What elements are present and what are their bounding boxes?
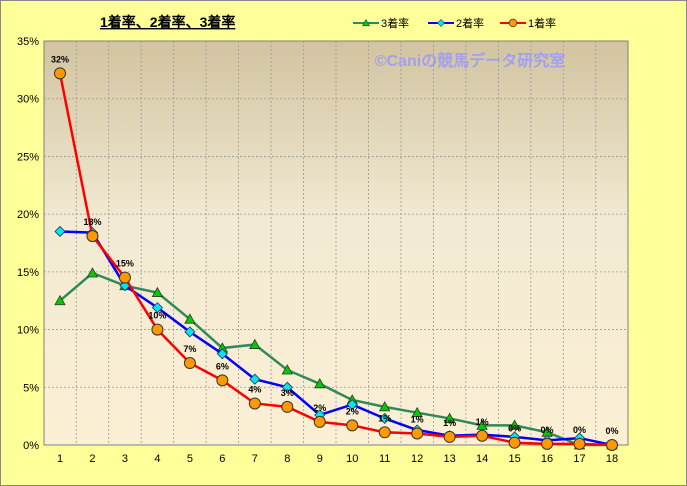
marker-circle: [508, 436, 521, 449]
x-tick-label: 1: [57, 453, 63, 465]
marker-diamond: [54, 225, 66, 238]
y-tick-label: 30%: [17, 94, 39, 106]
marker-triangle: [281, 364, 293, 375]
data-label: 0%: [573, 425, 586, 435]
data-label: 15%: [116, 259, 134, 269]
data-label: 1%: [443, 418, 456, 428]
data-label: 1%: [411, 414, 424, 424]
data-label: 3%: [281, 388, 294, 398]
marker-diamond: [281, 381, 293, 393]
y-tick-label: 10%: [17, 325, 39, 337]
x-tick-label: 14: [476, 453, 488, 465]
marker-circle: [541, 437, 554, 450]
marker-diamond: [216, 348, 228, 360]
data-label: 1%: [476, 417, 489, 427]
legend-item: 2着率: [428, 16, 484, 30]
x-tick-label: 10: [346, 453, 358, 465]
marker-triangle: [443, 412, 456, 423]
marker-triangle: [86, 267, 99, 278]
marker-circle: [248, 397, 261, 410]
marker-circle: [508, 18, 518, 28]
data-label: 0%: [605, 426, 618, 436]
x-tick-label: 15: [508, 453, 520, 465]
data-label: 6%: [216, 361, 229, 371]
marker-triangle: [379, 401, 391, 412]
marker-triangle: [411, 406, 423, 418]
marker-circle: [378, 426, 391, 439]
data-label: 18%: [83, 217, 101, 227]
marker-circle: [476, 429, 489, 442]
marker-circle: [151, 323, 164, 336]
data-label: 7%: [183, 344, 196, 354]
x-tick-label: 18: [606, 453, 618, 465]
data-label: 10%: [148, 311, 166, 321]
x-tick-label: 3: [122, 453, 128, 465]
y-tick-label: 25%: [17, 151, 39, 163]
x-tick-label: 16: [541, 453, 553, 465]
x-tick-label: 5: [187, 453, 193, 465]
x-tick-label: 6: [219, 453, 225, 465]
marker-diamond: [151, 302, 163, 314]
marker-circle: [313, 415, 326, 428]
data-label: 2%: [346, 406, 359, 416]
y-tick-label: 35%: [17, 36, 39, 48]
marker-triangle: [184, 313, 196, 324]
marker-circle: [443, 430, 456, 443]
marker-circle: [86, 230, 99, 243]
legend-label: 3着率: [381, 16, 409, 30]
marker-circle: [573, 437, 586, 450]
series-line: [59, 230, 613, 447]
x-tick-label: 13: [444, 453, 456, 465]
y-tick-label: 15%: [17, 267, 39, 279]
x-tick-label: 11: [379, 453, 390, 465]
marker-triangle: [314, 377, 326, 389]
marker-circle: [411, 427, 424, 440]
marker-diamond: [249, 373, 261, 385]
marker-circle: [183, 357, 196, 370]
legend-item: 1着率: [500, 16, 556, 30]
data-label: 32%: [51, 54, 69, 64]
marker-circle: [606, 439, 618, 451]
chart-title: 1着率、2着率、3着率: [100, 14, 235, 30]
marker-triangle: [54, 294, 66, 306]
data-label: 0%: [541, 425, 554, 435]
data-label: 2%: [313, 403, 326, 413]
series-line: [59, 271, 612, 447]
data-label: 0%: [508, 424, 521, 434]
marker-triangle: [151, 286, 164, 298]
x-tick-label: 4: [154, 453, 160, 465]
data-label: 1%: [378, 413, 391, 423]
series-circle: [54, 67, 618, 451]
watermark: ©Caniの競馬データ研究室: [375, 51, 565, 70]
marker-diamond: [346, 399, 358, 411]
marker-triangle: [508, 419, 521, 430]
x-tick-label: 7: [252, 453, 258, 465]
data-label: 4%: [248, 384, 261, 394]
marker-diamond: [184, 326, 196, 338]
marker-diamond: [437, 19, 445, 27]
marker-triangle: [249, 338, 261, 349]
marker-circle: [216, 374, 229, 387]
x-tick-label: 9: [317, 453, 323, 465]
marker-circle: [118, 271, 131, 284]
marker-circle: [54, 67, 66, 80]
x-tick-label: 2: [89, 453, 95, 465]
legend-item: 3着率: [353, 16, 409, 30]
y-tick-label: 0%: [23, 440, 39, 452]
x-tick-label: 8: [284, 453, 290, 465]
marker-circle: [346, 419, 359, 432]
legend-label: 1着率: [528, 16, 556, 30]
marker-circle: [281, 400, 294, 413]
marker-triangle: [362, 18, 370, 27]
y-tick-label: 5%: [23, 382, 39, 394]
x-tick-label: 17: [573, 453, 585, 465]
legend-label: 2着率: [456, 16, 484, 30]
x-tick-label: 12: [411, 453, 423, 465]
marker-diamond: [379, 412, 391, 425]
y-tick-label: 20%: [17, 209, 39, 221]
